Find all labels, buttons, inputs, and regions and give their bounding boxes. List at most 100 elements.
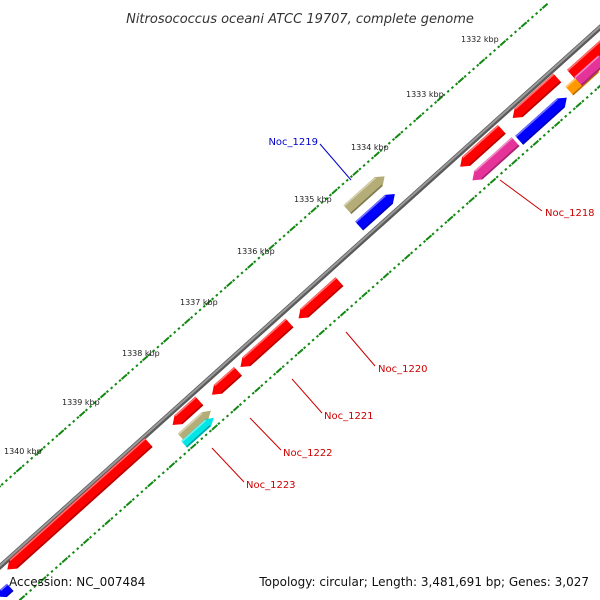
dot [345, 178, 349, 182]
dot [80, 543, 84, 547]
dot [147, 352, 152, 357]
dot [476, 63, 480, 67]
dot [30, 456, 34, 460]
dot [183, 452, 187, 456]
dot [84, 408, 88, 412]
dot [461, 205, 465, 209]
dot [257, 256, 261, 260]
dot [315, 334, 319, 338]
dot [508, 164, 512, 168]
dot [105, 390, 109, 394]
tick-label-1334: 1334 kbp [351, 143, 389, 152]
dot [89, 404, 93, 408]
dot [484, 56, 488, 60]
gene-arrow-magenta-top [574, 54, 600, 86]
dot [474, 194, 478, 198]
dot-dash [120, 373, 128, 380]
dot [46, 441, 51, 446]
dot [97, 528, 101, 532]
dot [295, 223, 299, 227]
dot [144, 486, 148, 490]
dot [97, 397, 101, 401]
dot [345, 308, 349, 312]
dot [110, 516, 114, 520]
dot [504, 167, 508, 171]
gene-label-noc-1222: Noc_1222 [283, 448, 333, 459]
dot [118, 378, 122, 383]
tick-label-1339: 1339 kbp [62, 398, 100, 407]
dot [303, 215, 307, 219]
dot [202, 304, 206, 308]
gene-arrow-blue-edge [0, 583, 14, 598]
dot [535, 11, 539, 15]
dot [135, 364, 139, 368]
dot [581, 99, 585, 103]
dot [76, 547, 80, 551]
dot [71, 550, 75, 555]
dot [358, 296, 362, 300]
dot-dash [232, 405, 240, 412]
dot [187, 448, 191, 452]
dot [422, 239, 427, 244]
genome-backbone [0, 24, 600, 570]
dot [157, 475, 161, 479]
dot [200, 437, 204, 441]
dot [446, 89, 450, 93]
dot [518, 26, 522, 30]
dot [217, 421, 221, 426]
dot [324, 327, 328, 331]
gene-label-noc-1218: Noc_1218 [545, 208, 595, 219]
gene-features [0, 27, 600, 598]
dot-dash [184, 318, 191, 325]
tick-label-1333: 1333 kbp [406, 90, 444, 99]
outer-dotted-ring [0, 2, 549, 488]
dot-dash [268, 243, 275, 251]
dot [174, 459, 178, 464]
dot [114, 513, 118, 517]
dot-dash [147, 481, 154, 488]
dot [139, 360, 143, 364]
dot [303, 346, 307, 350]
dot-dash [104, 519, 111, 526]
dot-dash [61, 557, 69, 564]
gene-arrow-noc-1219-khaki [343, 176, 385, 215]
dot [465, 202, 469, 206]
dot [401, 258, 405, 263]
dot [497, 45, 501, 49]
inner-dotted-ring [18, 84, 600, 600]
dot [525, 148, 529, 153]
dot [101, 524, 105, 528]
dot [274, 241, 278, 245]
map-title: Nitrosococcus oceani ATCC 19707, complet… [126, 12, 474, 27]
dot-dash [511, 158, 518, 165]
dot-dash [297, 348, 304, 355]
gene-arrow-noc-1221 [240, 318, 294, 368]
dot [51, 438, 55, 442]
dot-dash [425, 234, 433, 241]
dot-dash [415, 114, 423, 121]
dot-dash [404, 253, 411, 260]
dot [281, 365, 285, 369]
dot [425, 108, 429, 112]
dot-dash [575, 101, 582, 109]
dot [542, 133, 546, 137]
dot [265, 249, 269, 253]
gene-label-noc-1223: Noc_1223 [246, 480, 296, 491]
dot [526, 19, 530, 23]
dot [513, 30, 518, 34]
dot [290, 357, 294, 361]
dot [63, 427, 67, 431]
dot [0, 482, 4, 486]
dot [471, 67, 476, 71]
dot [391, 137, 396, 142]
dot [379, 149, 383, 153]
dot [260, 384, 264, 388]
dot [482, 186, 486, 190]
dot [195, 440, 200, 445]
dot [324, 197, 328, 201]
dot [230, 410, 234, 414]
dot [492, 48, 497, 53]
dot [450, 86, 454, 90]
